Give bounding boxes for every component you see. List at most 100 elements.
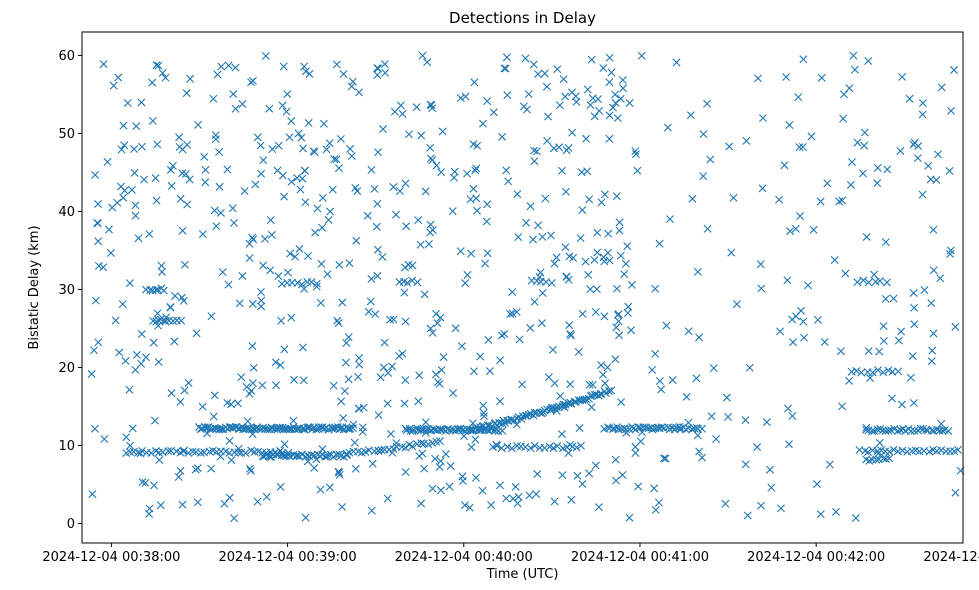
data-point [335,260,344,269]
data-point [743,511,752,520]
data-point [695,447,704,456]
data-point [245,464,254,473]
data-point [928,346,937,355]
data-point [944,426,953,435]
data-point [193,498,202,507]
data-point [776,327,785,336]
data-point [898,446,907,455]
data-point [277,316,286,325]
data-point [591,308,600,316]
x-tick-label: 2024-12-04 00:38:00 [42,550,180,565]
data-point [860,128,869,137]
data-point [301,67,310,76]
data-point [534,221,543,230]
data-point [283,268,292,277]
data-point [906,373,915,382]
data-point [888,394,897,403]
data-point [370,184,379,193]
data-point [314,423,323,432]
data-point [278,171,287,180]
data-point [622,425,631,434]
data-point [231,63,240,72]
data-point [611,98,620,107]
data-point [398,109,407,118]
data-point [417,131,426,140]
data-point [668,376,677,385]
data-point [126,441,135,450]
data-point [512,308,521,316]
data-point [260,234,269,243]
data-point [207,312,216,321]
data-point [497,331,506,340]
data-point [879,336,888,345]
data-point [247,425,256,434]
data-point [508,288,517,297]
data-point [152,196,161,205]
data-point [777,504,785,513]
data-point [845,84,854,93]
data-point [304,119,313,128]
data-point [732,300,741,309]
data-point [909,398,918,407]
data-point [841,269,850,278]
data-point [864,57,873,65]
data-point [200,152,209,161]
data-point [368,459,377,468]
data-point [386,429,395,438]
data-point [544,112,553,121]
data-point [137,142,146,151]
data-point [489,108,498,117]
data-point [229,218,238,227]
data-point [524,90,533,99]
data-point [253,133,262,142]
data-point [351,464,360,473]
data-point [287,117,296,126]
data-point [350,438,359,447]
data-point [692,374,701,383]
data-point [248,233,257,242]
data-point [881,238,890,247]
data-point [280,192,289,201]
data-point [138,446,147,455]
data-point [395,187,404,196]
data-point [389,315,398,324]
data-point [663,123,672,132]
data-point [785,121,794,129]
data-point [280,345,289,354]
data-point [783,276,792,285]
data-point [918,99,927,108]
data-point [227,456,236,465]
data-point [613,423,622,432]
data-point [885,454,894,463]
data-point [506,309,515,318]
x-tick-label: 2024-12-04 00:42:00 [747,550,885,565]
data-point [300,62,309,71]
data-point [154,61,163,70]
data-point [367,274,376,283]
data-point [268,145,277,154]
data-point [266,216,275,225]
data-point [438,127,447,136]
data-point [193,464,202,473]
data-point [392,210,400,219]
data-point [415,371,424,380]
data-point [533,470,542,479]
data-point [384,368,393,377]
data-point [500,329,509,338]
data-point [620,270,629,279]
data-point [156,501,165,510]
data-point [514,233,523,242]
x-tick-label: 2024-12-04 00:41:00 [571,550,709,565]
data-point [873,366,882,375]
data-point [655,239,664,248]
data-point [401,467,410,476]
data-point [945,166,954,175]
data-point [872,455,881,464]
data-point [401,376,410,385]
data-point [791,224,800,233]
y-axis-label: Bistatic Delay (km) [27,225,42,349]
data-point [950,66,959,75]
data-point [111,316,120,325]
data-point [587,55,596,64]
data-point [184,448,193,457]
